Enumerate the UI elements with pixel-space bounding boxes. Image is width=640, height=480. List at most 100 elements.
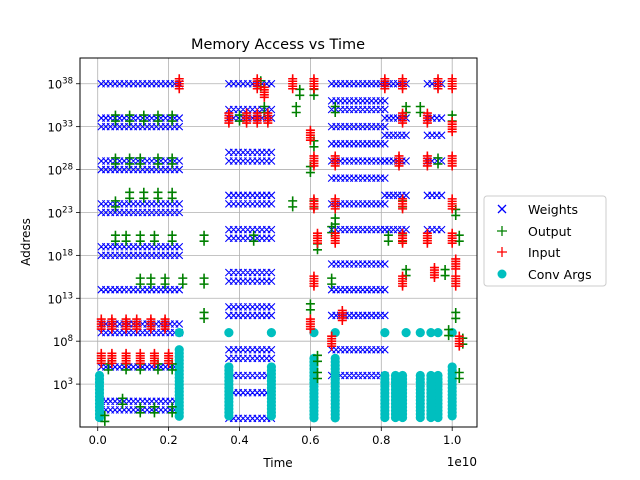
input-marker bbox=[259, 92, 269, 102]
weights-marker-band bbox=[97, 242, 184, 251]
input-marker bbox=[309, 204, 319, 214]
y-tick-label: 1033 bbox=[48, 120, 73, 135]
input-marker bbox=[305, 135, 315, 145]
weights-marker-band bbox=[423, 191, 446, 200]
input-marker bbox=[422, 161, 432, 171]
legend: Weights Output Input Conv Args bbox=[483, 195, 607, 287]
conv-args-marker bbox=[397, 412, 408, 423]
input-marker bbox=[398, 281, 408, 291]
output-marker bbox=[291, 107, 301, 117]
x-tick-label: 0.4 bbox=[230, 433, 248, 447]
legend-marker-circle bbox=[497, 269, 507, 279]
input-marker bbox=[96, 358, 106, 368]
weights-marker-band bbox=[97, 114, 184, 122]
conv-args-marker bbox=[447, 411, 457, 421]
input-marker bbox=[398, 238, 408, 248]
input-marker bbox=[309, 84, 319, 94]
input-marker bbox=[422, 238, 432, 248]
output-marker bbox=[288, 202, 298, 212]
conv-args-marker bbox=[415, 328, 425, 338]
weights-marker-band bbox=[224, 277, 276, 286]
weights-marker-band bbox=[327, 139, 389, 148]
x-tick-label: 0.2 bbox=[159, 433, 177, 447]
input-marker bbox=[380, 84, 390, 94]
output-marker bbox=[110, 159, 120, 169]
output-marker bbox=[167, 193, 177, 203]
conv-args-marker bbox=[224, 411, 234, 421]
conv-args-marker bbox=[380, 328, 390, 338]
legend-item-input: Input bbox=[497, 245, 560, 260]
x-tick-label: 1.0 bbox=[443, 433, 461, 447]
output-marker bbox=[295, 90, 305, 100]
y-tick-label: 103 bbox=[53, 377, 73, 392]
input-marker bbox=[164, 358, 174, 368]
input-marker bbox=[312, 238, 322, 248]
input-marker bbox=[447, 238, 457, 248]
y-axis-label: Address bbox=[19, 218, 33, 266]
input-marker bbox=[433, 84, 443, 94]
x-offset-label: 1e10 bbox=[447, 455, 477, 469]
output-marker bbox=[167, 236, 177, 246]
legend-frame bbox=[483, 195, 607, 287]
conv-args-marker bbox=[426, 412, 436, 423]
conv-args-marker bbox=[330, 328, 340, 338]
input-marker bbox=[337, 315, 347, 325]
conv-args-marker bbox=[266, 328, 277, 338]
output-marker bbox=[135, 159, 145, 169]
input-marker bbox=[394, 161, 404, 171]
output-marker bbox=[327, 279, 337, 289]
input-marker bbox=[330, 161, 340, 171]
output-marker bbox=[167, 408, 177, 418]
output-marker bbox=[135, 408, 145, 418]
legend-marker-plus bbox=[497, 247, 507, 257]
weights-marker-band bbox=[224, 268, 276, 277]
x-tick-label: 0.6 bbox=[301, 433, 319, 447]
output-marker bbox=[199, 313, 209, 323]
output-marker bbox=[199, 236, 209, 246]
output-marker bbox=[103, 365, 113, 375]
weights-marker-band bbox=[327, 97, 389, 105]
output-marker bbox=[139, 193, 149, 203]
output-marker bbox=[440, 271, 450, 281]
legend-marker-plus bbox=[497, 226, 507, 236]
output-marker bbox=[167, 365, 177, 375]
output-marker bbox=[444, 331, 454, 341]
output-marker bbox=[146, 279, 156, 289]
output-marker bbox=[167, 159, 177, 169]
weights-marker-band bbox=[224, 234, 276, 243]
input-marker bbox=[398, 118, 408, 128]
output-marker bbox=[149, 236, 159, 246]
output-marker bbox=[451, 313, 461, 323]
input-marker bbox=[447, 161, 457, 171]
weights-marker-band bbox=[224, 311, 276, 320]
output-marker bbox=[305, 305, 315, 315]
output-marker bbox=[312, 356, 322, 366]
output-marker bbox=[305, 168, 315, 178]
conv-args-marker bbox=[224, 328, 234, 338]
weights-marker-band bbox=[97, 157, 184, 165]
output-marker bbox=[167, 116, 177, 126]
x-tick-label: 0.8 bbox=[372, 433, 390, 447]
output-marker bbox=[249, 236, 259, 246]
input-marker bbox=[263, 118, 273, 128]
conv-args-marker bbox=[309, 413, 319, 423]
output-marker bbox=[309, 142, 319, 152]
chart-title: Memory Access vs Time bbox=[191, 37, 365, 53]
input-marker bbox=[309, 281, 319, 291]
input-marker bbox=[447, 84, 457, 94]
input-marker bbox=[132, 324, 142, 334]
output-marker bbox=[383, 236, 393, 246]
weights-marker-band bbox=[224, 199, 276, 208]
output-marker bbox=[330, 107, 340, 117]
weights-marker-band bbox=[327, 285, 389, 294]
output-marker bbox=[451, 210, 461, 220]
output-marker bbox=[125, 116, 135, 126]
input-marker bbox=[398, 84, 408, 94]
weights-marker-band bbox=[327, 122, 389, 131]
weights-marker-band bbox=[97, 199, 184, 208]
x-tick-label: 0.0 bbox=[89, 433, 107, 447]
legend-item-conv-args: Conv Args bbox=[497, 267, 592, 282]
input-marker bbox=[107, 324, 117, 334]
output-marker bbox=[433, 159, 443, 169]
weights-marker-band bbox=[327, 260, 389, 268]
